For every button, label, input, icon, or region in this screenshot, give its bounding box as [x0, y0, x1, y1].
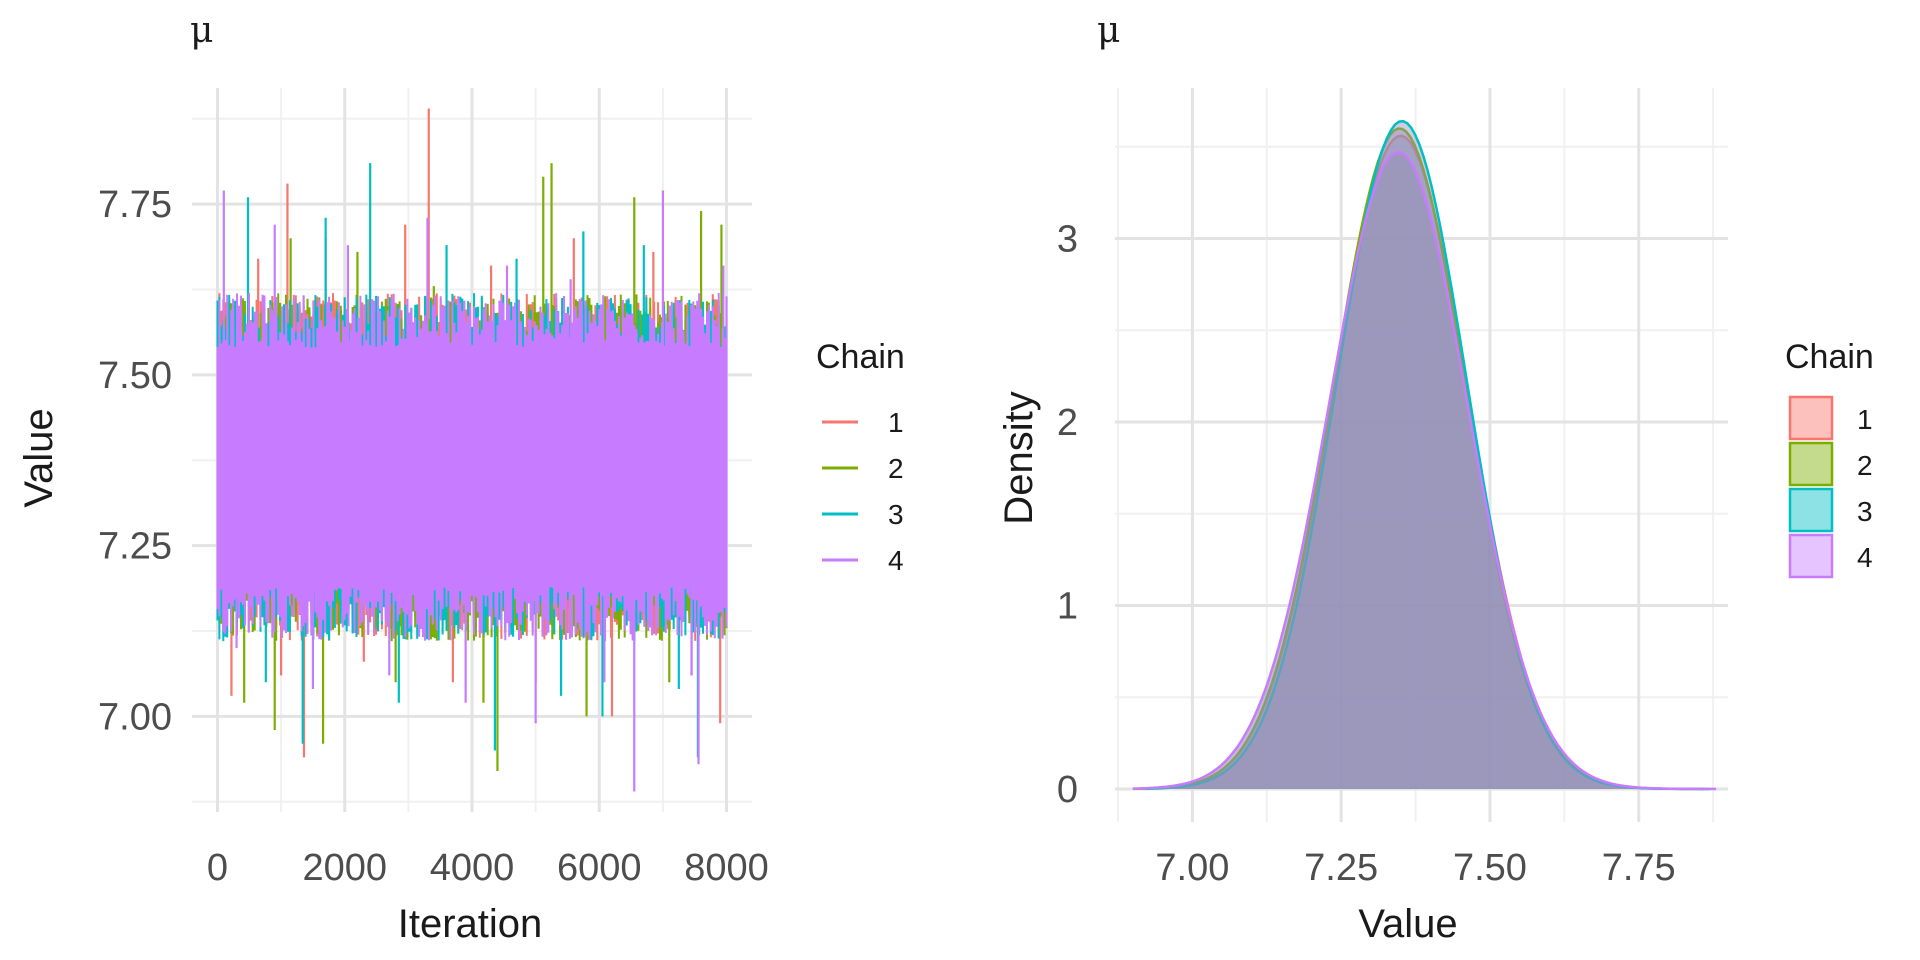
y-tick-label: 7.25: [98, 526, 172, 568]
trace-plot-title: μ: [190, 10, 213, 51]
legend-label-chain-3: 3: [888, 499, 904, 530]
x-tick-label: 8000: [684, 847, 769, 889]
density-plot-y-tick-labels: 0 1 2 3: [1057, 218, 1078, 811]
y-tick-label: 7.75: [98, 184, 172, 226]
legend-label-chain-2: 2: [1857, 450, 1873, 481]
density-legend-title: Chain: [1785, 338, 1874, 376]
legend-label-chain-1: 1: [1857, 404, 1873, 435]
trace-plot-x-axis-title: Iteration: [398, 902, 543, 946]
y-tick-label: 2: [1057, 402, 1078, 444]
trace-plot-y-axis-title: Value: [17, 408, 61, 507]
x-tick-label: 4000: [430, 847, 515, 889]
trace-plot-legend: Chain 1 2 3 4: [816, 338, 905, 576]
density-outline-chain-4: [1132, 151, 1717, 791]
legend-label-chain-3: 3: [1857, 496, 1873, 527]
legend-label-chain-2: 2: [888, 453, 904, 484]
legend-key-chain-3: [1788, 487, 1834, 533]
trace-legend-title: Chain: [816, 338, 905, 376]
trace-dense-band: [217, 347, 727, 587]
y-tick-label: 1: [1057, 585, 1078, 627]
y-tick-label: 7.00: [98, 696, 172, 738]
legend-label-chain-4: 4: [1857, 542, 1873, 573]
density-area-chain-4: [1132, 152, 1717, 790]
x-tick-label: 7.25: [1304, 847, 1378, 889]
y-tick-label: 0: [1057, 769, 1078, 811]
x-tick-label: 6000: [557, 847, 642, 889]
trace-plot-y-tick-labels: 7.00 7.25 7.50 7.75: [98, 184, 172, 738]
x-tick-label: 2000: [302, 847, 387, 889]
legend-key-chain-4: [1788, 533, 1834, 579]
trace-plot: μ 0 2000 4000 6000 8000 7.00 7.25 7.50 7.75 Ite…: [17, 10, 905, 946]
legend-label-chain-4: 4: [888, 545, 904, 576]
legend-key-chain-2: [1788, 441, 1834, 487]
legend-key-chain-1: [1788, 395, 1834, 441]
x-tick-label: 7.50: [1453, 847, 1527, 889]
density-plot-series: [1132, 119, 1717, 791]
density-plot-x-axis-title: Value: [1358, 902, 1457, 946]
x-tick-label: 7.00: [1155, 847, 1229, 889]
x-tick-label: 0: [207, 847, 228, 889]
y-tick-label: 3: [1057, 218, 1078, 260]
y-tick-label: 7.50: [98, 355, 172, 397]
trace-plot-x-tick-labels: 0 2000 4000 6000 8000: [207, 847, 769, 889]
x-tick-label: 7.75: [1602, 847, 1676, 889]
density-plot-legend: Chain 1 2 3 4: [1785, 338, 1874, 579]
density-plot-x-tick-labels: 7.00 7.25 7.50 7.75: [1155, 847, 1675, 889]
density-plot: μ 7.00 7.25 7.50 7.75 0 1 2 3 Value Density Ch…: [997, 10, 1874, 946]
density-plot-title: μ: [1097, 10, 1120, 51]
density-plot-y-axis-title: Density: [997, 391, 1041, 524]
legend-label-chain-1: 1: [888, 407, 904, 438]
trace-plot-series: [216, 108, 728, 792]
